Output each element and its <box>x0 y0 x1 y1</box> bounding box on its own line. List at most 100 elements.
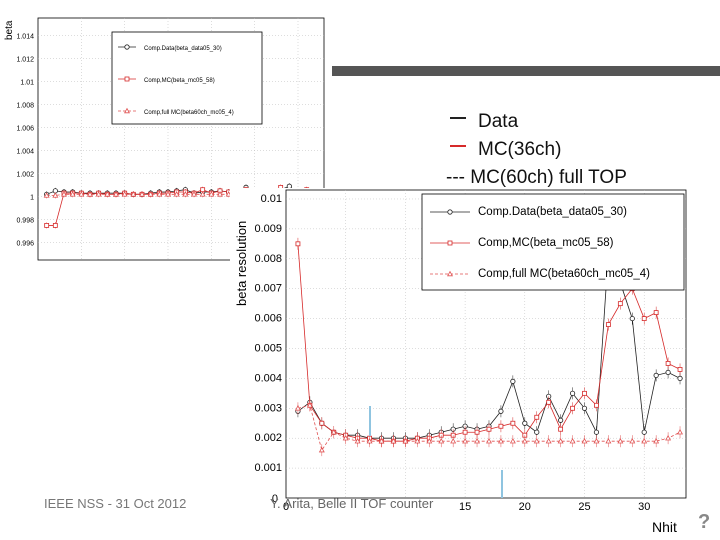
resolution-ytick-label: 0.005 <box>254 342 282 354</box>
resolution-point <box>593 437 600 444</box>
beta-legend-entry: Comp,full MC(beta60ch_mc05_4) <box>144 110 234 116</box>
resolution-point <box>402 437 409 444</box>
beta-point <box>286 183 292 189</box>
footer-conference: IEEE NSS - 31 Oct 2012 <box>44 496 186 511</box>
resolution-point <box>318 446 325 453</box>
resolution-legend-marker <box>447 240 453 246</box>
resolution-ytick-label: 0.009 <box>254 223 282 235</box>
footer-author: Y. Arita, Belle II TOF counter <box>270 496 434 511</box>
resolution-point <box>510 378 516 384</box>
beta-point <box>121 191 128 197</box>
resolution-point <box>426 437 433 444</box>
resolution-point <box>641 437 648 444</box>
resolution-legend-entry: Comp,full MC(beta60ch_mc05_4) <box>478 268 650 280</box>
beta-point <box>104 191 111 197</box>
slide-legend-mc36: MC(36ch) <box>478 139 561 160</box>
resolution-point <box>354 437 361 444</box>
resolution-point <box>653 310 659 316</box>
resolution-point <box>498 408 504 414</box>
beta-point <box>78 191 85 197</box>
resolution-point <box>617 301 623 307</box>
beta-point <box>182 191 189 197</box>
resolution-ytick-label: 0.004 <box>254 372 282 384</box>
beta-point <box>156 191 163 197</box>
beta-point <box>225 191 232 197</box>
resolution-xtick-label: 25 <box>578 501 590 513</box>
resolution-ytick-label: 0.003 <box>254 402 282 414</box>
resolution-point <box>534 429 540 435</box>
beta-point <box>199 191 206 197</box>
beta-point <box>95 191 102 197</box>
resolution-plot-frame <box>285 189 687 499</box>
resolution-plot-legend: Comp.Data(beta_data05_30) Comp,MC(beta_mc… <box>421 193 685 291</box>
beta-ytick-label: 1 <box>30 195 34 202</box>
resolution-point <box>581 437 588 444</box>
beta-point <box>87 191 93 197</box>
resolution-point <box>653 372 659 378</box>
resolution-point <box>629 437 636 444</box>
resolution-point <box>450 437 457 444</box>
resolution-point <box>474 429 480 435</box>
beta-ytick-label: 1.008 <box>16 102 34 109</box>
beta-resolution-plot: 0.001 0.002 0.003 0.004 0.005 0.006 0.007 0.008… <box>230 188 692 535</box>
resolution-point <box>594 402 599 408</box>
resolution-point <box>319 420 325 426</box>
beta-point <box>113 191 119 197</box>
beta-legend-entry: Comp.Data(beta_data05_30) <box>144 46 222 52</box>
resolution-point <box>509 437 516 444</box>
beta-ytick-label: 0.996 <box>16 241 34 248</box>
resolution-point <box>414 437 421 444</box>
resolution-point <box>342 434 349 441</box>
resolution-point <box>522 420 528 426</box>
beta-legend-marker <box>124 76 130 82</box>
beta-ytick-label: 1.004 <box>16 149 34 156</box>
resolution-point <box>510 420 516 426</box>
beta-legend-marker <box>124 107 130 114</box>
resolution-point <box>498 423 504 429</box>
resolution-point <box>486 437 492 444</box>
resolution-ytick-label: 0.007 <box>254 283 282 295</box>
resolution-point <box>294 405 301 411</box>
resolution-point <box>390 437 397 444</box>
resolution-xtick-label: 15 <box>459 501 471 513</box>
beta-point <box>130 191 137 197</box>
beta-point <box>44 223 50 228</box>
resolution-point <box>570 405 575 411</box>
resolution-point <box>533 437 540 444</box>
resolution-ytick-label: 0.008 <box>254 253 282 265</box>
beta-ytick-label: 1.006 <box>16 125 34 132</box>
resolution-ytick-label: 0.002 <box>254 432 282 444</box>
beta-ytick-label: 0.998 <box>16 218 34 225</box>
beta-point <box>52 223 58 228</box>
resolution-point <box>569 437 576 444</box>
resolution-xtick-label: 0 <box>283 501 289 513</box>
beta-legend-marker <box>124 44 130 50</box>
resolution-point <box>629 315 635 322</box>
resolution-point <box>665 361 671 366</box>
resolution-point <box>378 437 385 444</box>
beta-legend-box <box>111 31 263 125</box>
resolution-point <box>497 437 504 444</box>
resolution-point <box>581 405 588 411</box>
beta-point <box>165 191 171 197</box>
resolution-legend-entry: Comp,MC(beta_mc05_58) <box>478 237 614 249</box>
resolution-point <box>546 399 552 405</box>
resolution-point <box>521 437 528 444</box>
beta-legend-entry: Comp,MC(beta_mc05_58) <box>144 78 215 84</box>
resolution-point <box>462 429 468 435</box>
resolution-y-zero-label: 0 <box>272 493 278 505</box>
resolution-point <box>677 375 683 381</box>
resolution-point <box>617 437 624 444</box>
resolution-point <box>593 429 600 435</box>
beta-ytick-label: 1.014 <box>16 33 34 40</box>
resolution-point <box>653 437 660 444</box>
resolution-ytick-label: 0.01 <box>261 193 282 205</box>
resolution-ytick-label: 0.001 <box>254 462 282 474</box>
slide-legend: Data MC(36ch) --- MC(60ch) full TOP <box>446 111 627 188</box>
slide-legend-mc60: --- MC(60ch) full TOP <box>446 167 627 188</box>
resolution-point <box>605 322 611 327</box>
beta-point <box>191 191 197 197</box>
beta-point <box>69 191 76 197</box>
resolution-point <box>677 367 683 372</box>
